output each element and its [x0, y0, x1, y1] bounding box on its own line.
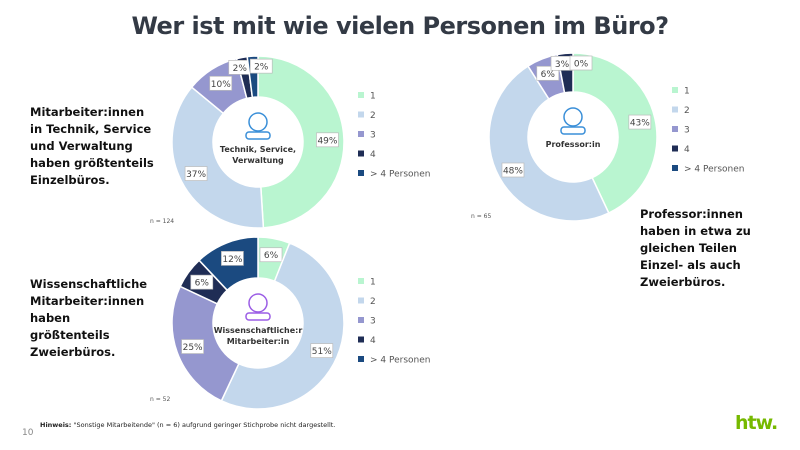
data-label: 25%: [183, 343, 203, 353]
data-label: 43%: [630, 119, 650, 129]
legend-swatch: [672, 87, 678, 93]
legend-label: > 4 Personen: [370, 170, 430, 180]
legend-label: 3: [684, 126, 690, 136]
data-label-box: [310, 343, 334, 358]
data-label: 12%: [222, 255, 242, 265]
slice-1: [257, 55, 345, 229]
legend-swatch: [672, 126, 678, 132]
legend-swatch: [358, 278, 364, 284]
note-professor: Professor:innen haben in etwa zu gleiche…: [640, 207, 751, 289]
legend-label: 1: [684, 87, 690, 97]
research-magnifier-icon: [245, 293, 271, 321]
slice-2: [488, 65, 610, 222]
data-label: 37%: [186, 170, 206, 180]
data-label: 49%: [317, 136, 337, 146]
legend-label: 4: [370, 336, 376, 346]
data-label: 48%: [503, 167, 523, 177]
data-label-box: [259, 247, 283, 263]
n-label-technik: n = 124: [150, 218, 175, 225]
footnote: Hinweis: "Sonstige Mitarbeitende" (n = 6…: [40, 421, 335, 430]
data-label: 51%: [312, 347, 332, 357]
legend-swatch: [358, 317, 364, 323]
data-label: 2%: [254, 63, 269, 73]
legend-swatch: [358, 356, 364, 362]
legend-swatch: [358, 92, 364, 98]
footnote-text: "Sonstige Mitarbeitende" (n = 6) aufgrun…: [71, 421, 336, 429]
donut-chart-1: 43% 48% 6%3% 0% Professor:in 1 2 3 4 > 4 Personen: [488, 52, 744, 222]
data-label-box: [181, 339, 204, 354]
legend-label: 1: [370, 92, 376, 102]
note-wiss: Wissenschaftliche Mitarbeiter:innen habe…: [30, 277, 148, 359]
n-label-professor: n = 65: [471, 213, 492, 220]
footnote-bold: Hinweis:: [40, 421, 72, 429]
legend-swatch: [358, 111, 364, 118]
donut-chart-2: 6% 51% 25% 6% 12% Wissenschaftliche:r Mitarbei…: [171, 236, 430, 410]
slice-2: [220, 242, 345, 410]
teacher-board-icon: [560, 107, 586, 135]
legend-swatch: [358, 131, 364, 137]
note-technik: Mitarbeiter:innen in Technik, Service un…: [30, 105, 154, 187]
slice-1: [572, 52, 658, 215]
legend-label: > 4 Personen: [684, 165, 744, 175]
legend-label: 4: [684, 145, 690, 155]
center-label: Professor:in: [546, 140, 601, 149]
htw-logo: htw.: [735, 412, 778, 434]
data-label: 2%: [233, 64, 248, 74]
legend-label: 3: [370, 317, 376, 327]
data-label-box: [184, 166, 208, 181]
n-label-wiss: n = 52: [150, 396, 171, 403]
legend-label: 4: [370, 150, 376, 160]
legend-swatch: [358, 297, 364, 304]
legend-swatch: [672, 106, 678, 113]
slice-2: [171, 86, 265, 229]
page-number: 10: [22, 428, 34, 438]
legend-swatch: [358, 150, 364, 157]
legend-label: 3: [370, 131, 376, 141]
gear-people-icon: [245, 112, 271, 140]
legend-label: 1: [370, 278, 376, 288]
legend-swatch: [672, 145, 678, 152]
legend-label: 2: [370, 111, 376, 121]
data-label-box: [249, 58, 273, 74]
data-label: 6%: [195, 279, 210, 289]
data-label-box: [190, 274, 214, 290]
data-label: 0%: [574, 60, 589, 70]
page-title: Wer ist mit wie vielen Personen im Büro?: [131, 12, 669, 40]
legend-swatch: [358, 170, 364, 176]
slice-3: [171, 285, 240, 402]
data-label-box: [316, 132, 339, 148]
data-label-box: [209, 75, 233, 91]
center-label: Technik, Service,: [220, 145, 296, 154]
legend-label: > 4 Personen: [370, 356, 430, 366]
donut-chart-0: 49%37%10%2% 2%Technik, Service,Verwaltung…: [171, 55, 430, 229]
data-label-box: [221, 251, 244, 266]
donut-hole: [214, 279, 302, 367]
data-label: 6%: [264, 251, 279, 261]
data-label-box: [501, 162, 525, 178]
legend-swatch: [358, 336, 364, 343]
center-label: Mitarbeiter:in: [227, 337, 290, 346]
data-label: 10%: [211, 80, 231, 90]
donut-hole: [529, 93, 617, 181]
data-label: 3%: [555, 60, 570, 70]
center-label: Wissenschaftliche:r: [214, 326, 303, 335]
legend-label: 2: [370, 297, 376, 307]
legend-label: 2: [684, 106, 690, 116]
legend-swatch: [672, 165, 678, 171]
data-label: 6%: [541, 70, 556, 80]
data-label-box: [628, 114, 652, 130]
donut-hole: [214, 98, 302, 186]
center-label: Verwaltung: [232, 156, 284, 165]
data-label-box: [569, 55, 593, 71]
